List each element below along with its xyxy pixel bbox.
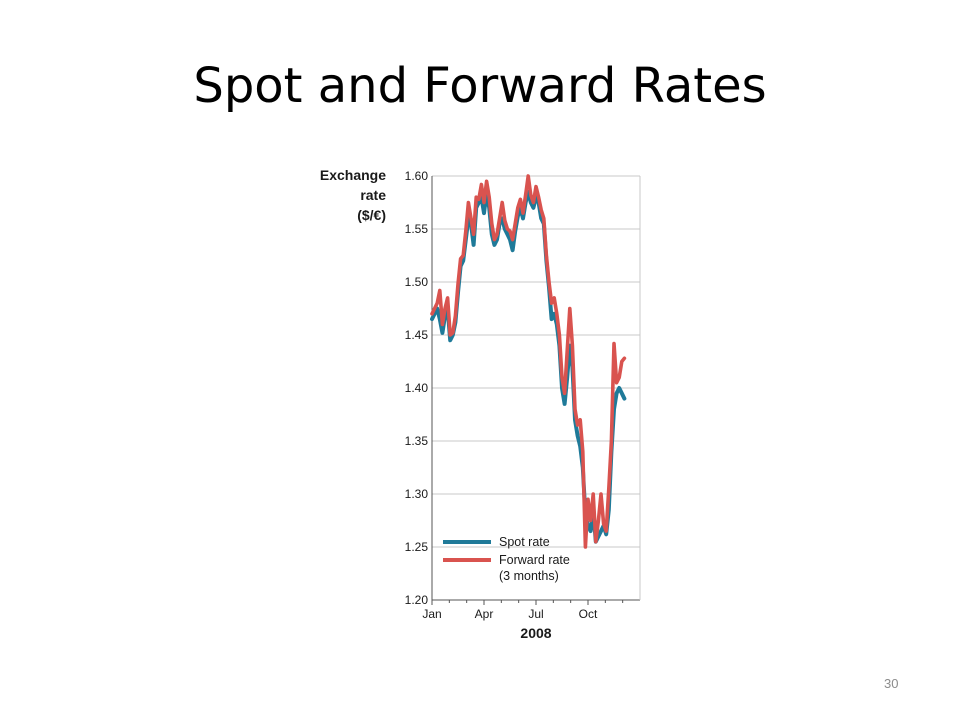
- x-tick-labels: Jan Apr Jul Oct: [422, 600, 624, 621]
- y-tick-label: 1.20: [405, 593, 429, 607]
- y-axis-label-line: rate: [360, 187, 386, 203]
- y-tick-label: 1.50: [405, 275, 429, 289]
- y-tick-label: 1.35: [405, 434, 429, 448]
- legend-label-forward: Forward rate: [499, 553, 570, 567]
- y-axis-label: Exchange rate ($/€): [320, 167, 386, 223]
- y-tick-label: 1.45: [405, 328, 429, 342]
- legend: Spot rate Forward rate (3 months): [443, 535, 570, 583]
- y-axis-label-line: Exchange: [320, 167, 386, 183]
- legend-label-forward-subtitle: (3 months): [499, 569, 559, 583]
- x-tick-label: Jan: [422, 607, 441, 621]
- x-tick-label: Oct: [579, 607, 598, 621]
- y-axis-label-line: ($/€): [357, 207, 386, 223]
- y-tick-label: 1.30: [405, 487, 429, 501]
- y-tick-label: 1.60: [405, 169, 429, 183]
- y-tick-label: 1.25: [405, 540, 429, 554]
- legend-label-spot: Spot rate: [499, 535, 550, 549]
- series-lines: [430, 174, 627, 549]
- y-tick-label: 1.40: [405, 381, 429, 395]
- y-tick-labels: 1.20 1.25 1.30 1.35 1.40 1.45 1.50 1.55 1.60: [405, 169, 429, 607]
- x-tick-label: Apr: [475, 607, 494, 621]
- forward-rate-line: [430, 174, 627, 549]
- spot-rate-line: [430, 189, 627, 544]
- slide-number: 30: [884, 676, 899, 691]
- x-tick-label: Jul: [528, 607, 543, 621]
- y-tick-label: 1.55: [405, 222, 429, 236]
- slide-title: Spot and Forward Rates: [193, 58, 767, 114]
- x-axis-label: 2008: [520, 625, 551, 641]
